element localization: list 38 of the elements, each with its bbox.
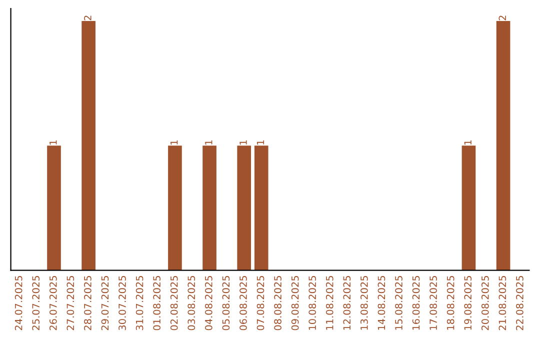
x-tick-label: 16.08.2025 [412,276,420,330]
x-tick-label: 17.08.2025 [430,276,437,330]
x-tick-label: 07.08.2025 [256,276,264,330]
x-tick-label: 25.07.2025 [32,276,40,330]
x-tick-label: 01.08.2025 [153,276,160,330]
data-label: 2 [84,16,92,20]
x-tick-label: 28.07.2025 [84,276,92,330]
x-tick-label: 21.08.2025 [498,276,506,330]
x-tick-label: 10.08.2025 [308,276,316,330]
x-tick-label: 29.07.2025 [101,276,109,330]
data-label: 1 [170,140,178,145]
x-tick-label: 19.08.2025 [464,276,472,330]
x-tick-label: 05.08.2025 [222,276,230,330]
x-tick-label: 13.08.2025 [360,276,368,330]
x-tick-label: 30.07.2025 [118,276,126,330]
x-tick-label: 03.08.2025 [188,276,196,330]
data-label: 1 [240,140,247,145]
data-label: 1 [256,140,264,145]
x-tick-label: 27.07.2025 [66,276,74,330]
x-tick-label: 12.08.2025 [343,276,351,330]
data-label: 1 [464,140,472,145]
data-label: 1 [205,140,212,145]
x-tick-label: 20.08.2025 [481,276,489,330]
x-tick-label: 26.07.2025 [49,276,57,330]
x-tick-label: 22.08.2025 [516,276,524,330]
x-tick-label: 14.08.2025 [378,276,386,330]
x-tick-label: 09.08.2025 [291,276,299,330]
x-tick-label: 04.08.2025 [204,276,212,330]
x-tick-label: 06.08.2025 [240,276,247,330]
x-tick-label: 02.08.2025 [170,276,178,330]
x-tick-label: 11.08.2025 [326,276,334,330]
data-label: 2 [498,16,506,20]
x-tick-label: 08.08.2025 [274,276,282,330]
data-label: 1 [50,140,57,145]
x-tick-label: 31.07.2025 [136,276,144,330]
x-tick-label: 24.07.2025 [14,276,22,330]
x-tick-label: 18.08.2025 [446,276,454,330]
x-tick-label: 15.08.2025 [395,276,402,330]
